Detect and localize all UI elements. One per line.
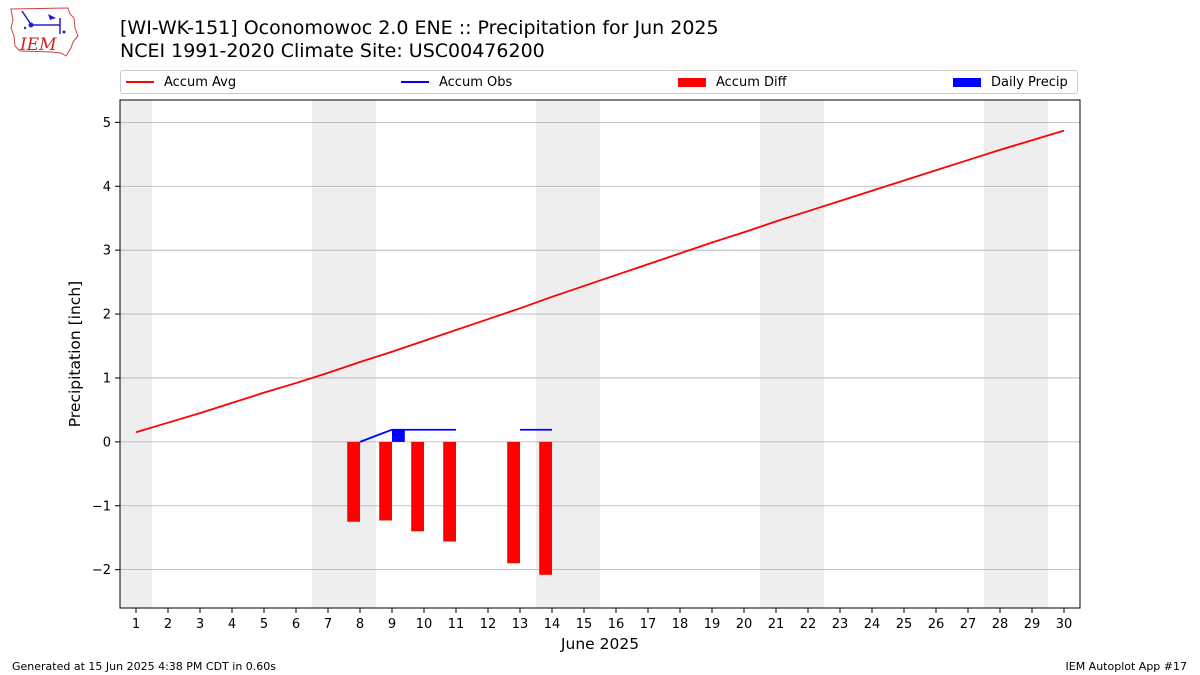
legend-swatch-accum-avg (126, 81, 154, 83)
legend-item-accum-diff: Accum Diff (678, 71, 787, 93)
x-tick-label: 9 (388, 617, 396, 632)
x-tick-label: 1 (132, 617, 140, 632)
legend-swatch-accum-obs (401, 81, 429, 83)
svg-text:IEM: IEM (19, 35, 57, 55)
legend-item-accum-avg: Accum Avg (126, 71, 236, 93)
x-tick-label: 18 (672, 617, 689, 632)
accum-diff-bar (539, 441, 552, 575)
accum-avg-line (135, 129, 1065, 434)
x-tick-label: 17 (640, 617, 657, 632)
y-tick-label: 1 (103, 371, 111, 386)
daily-precip-bar (392, 429, 405, 442)
weekend-shade (760, 100, 824, 608)
x-tick-label: 24 (864, 617, 881, 632)
y-tick-label: 3 (103, 244, 111, 259)
chart-title: [WI-WK-151] Oconomowoc 2.0 ENE :: Precip… (120, 17, 719, 39)
x-tick-label: 15 (576, 617, 593, 632)
iem-logo: IEM (10, 7, 79, 57)
x-tick-label: 14 (544, 617, 561, 632)
x-tick-label: 19 (704, 617, 721, 632)
x-tick-label: 12 (480, 617, 497, 632)
y-axis-label: Precipitation [inch] (66, 281, 84, 427)
x-tick-label: 13 (512, 617, 529, 632)
x-tick-label: 26 (928, 617, 945, 632)
x-tick-label: 20 (736, 617, 753, 632)
accum-diff-bar (347, 441, 360, 522)
legend-label-accum-diff: Accum Diff (716, 74, 787, 90)
x-tick-label: 30 (1056, 617, 1073, 632)
accum-obs-line (359, 428, 456, 443)
legend-item-daily-precip: Daily Precip (953, 71, 1068, 93)
accum-diff-bar (411, 441, 424, 532)
legend-swatch-accum-diff (678, 77, 706, 87)
x-tick-label: 3 (196, 617, 204, 632)
y-tick-label: −2 (92, 563, 111, 578)
weekend-shade (312, 100, 376, 608)
y-tick-label: −1 (92, 499, 111, 514)
x-tick-label: 7 (324, 617, 332, 632)
plot-frame (119, 99, 1081, 609)
x-tick-label: 21 (768, 617, 785, 632)
x-tick-label: 10 (416, 617, 433, 632)
y-tick-label: 2 (103, 308, 111, 323)
x-axis-label: June 2025 (560, 635, 639, 653)
y-tick-label: 5 (103, 116, 111, 131)
legend-label-daily-precip: Daily Precip (991, 74, 1068, 90)
x-tick-label: 5 (260, 617, 268, 632)
legend-swatch-daily-precip (953, 77, 981, 87)
legend-item-accum-obs: Accum Obs (401, 71, 512, 93)
weekend-shade (120, 100, 152, 608)
x-tick-label: 4 (228, 617, 236, 632)
weekend-shade (984, 100, 1048, 608)
accum-diff-bar (443, 441, 456, 542)
x-tick-label: 16 (608, 617, 625, 632)
autoplot-app-label: IEM Autoplot App #17 (1065, 660, 1188, 673)
x-tick-label: 28 (992, 617, 1009, 632)
legend-label-accum-avg: Accum Avg (164, 74, 237, 90)
generated-timestamp: Generated at 15 Jun 2025 4:38 PM CDT in … (12, 660, 277, 673)
legend-label-accum-obs: Accum Obs (439, 74, 513, 90)
x-tick-label: 2 (164, 617, 172, 632)
chart-subtitle: NCEI 1991-2020 Climate Site: USC00476200 (120, 40, 545, 62)
accum-diff-bar (379, 441, 392, 521)
x-tick-label: 11 (448, 617, 465, 632)
accum-diff-bar (507, 441, 520, 564)
x-tick-label: 29 (1024, 617, 1041, 632)
x-tick-label: 27 (960, 617, 977, 632)
y-tick-label: 4 (103, 180, 111, 195)
x-tick-label: 8 (356, 617, 364, 632)
chart-legend: Accum Avg Accum Obs Accum Diff Daily Pre… (120, 70, 1078, 94)
x-tick-label: 23 (832, 617, 849, 632)
x-tick-label: 25 (896, 617, 913, 632)
x-tick-label: 22 (800, 617, 817, 632)
x-tick-label: 6 (292, 617, 300, 632)
y-tick-label: 0 (103, 435, 111, 450)
